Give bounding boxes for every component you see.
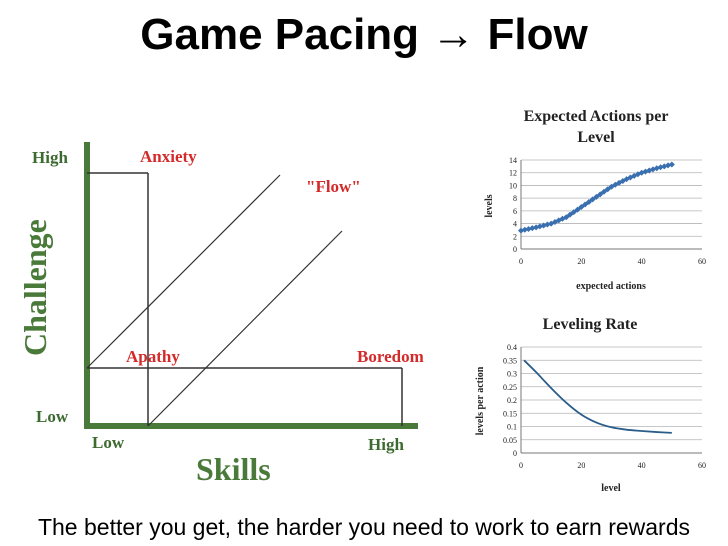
chart1-title-line1: Expected Actions per xyxy=(524,108,669,125)
chart1-data-point xyxy=(668,161,675,168)
chart1-data-point xyxy=(582,201,589,208)
chart2-ytick-label: 0 xyxy=(513,449,517,458)
flow-lower-boundary xyxy=(147,230,343,427)
x-low-label: Low xyxy=(92,433,125,452)
chart1-xtick-label: 0 xyxy=(519,257,523,266)
leveling-rate-chart: Leveling Rate level levels per action 00… xyxy=(475,316,706,494)
chart1-data-point xyxy=(563,214,570,221)
apathy-label: Apathy xyxy=(126,347,180,366)
chart2-ytick-label: 0.1 xyxy=(507,423,517,432)
chart2-ytick-label: 0.05 xyxy=(503,436,517,445)
chart2-ytick-label: 0.35 xyxy=(503,356,517,365)
chart1-ytick-label: 14 xyxy=(509,156,517,165)
y-high-label: High xyxy=(32,148,68,167)
expected-actions-chart: Expected Actions per Level expected acti… xyxy=(484,108,706,292)
chart2-title: Leveling Rate xyxy=(543,316,638,333)
chart2-series-line xyxy=(523,359,672,434)
chart2-xtick-label: 0 xyxy=(519,461,523,470)
x-high-label: High xyxy=(368,435,404,454)
chart2-ytick-label: 0.15 xyxy=(503,409,517,418)
chart2-ytick-label: 0.4 xyxy=(507,343,517,352)
chart1-ytick-label: 12 xyxy=(509,169,517,178)
boredom-label: Boredom xyxy=(357,347,424,366)
chart1-data-point xyxy=(597,191,604,198)
chart1-ytick-label: 10 xyxy=(509,181,517,190)
chart2-xtick-label: 40 xyxy=(638,461,646,470)
chart1-data-point xyxy=(600,188,607,195)
chart1-data-point xyxy=(593,193,600,200)
chart1-data-point xyxy=(570,209,577,216)
chart2-ytick-label: 0.25 xyxy=(503,383,517,392)
chart1-ytick-label: 6 xyxy=(513,207,517,216)
chart1-data-point xyxy=(574,206,581,213)
chart1-data-point xyxy=(604,186,611,193)
chart1-xlabel: expected actions xyxy=(576,281,646,292)
chart2-ylabel: levels per action xyxy=(475,366,486,435)
chart1-data-point xyxy=(578,204,585,211)
chart1-ytick-label: 0 xyxy=(513,245,517,254)
anxiety-label: Anxiety xyxy=(140,147,197,166)
chart1-ytick-label: 4 xyxy=(513,220,517,229)
flow-label: "Flow" xyxy=(306,177,361,196)
chart1-title-line2: Level xyxy=(577,129,615,146)
chart2-xtick-label: 20 xyxy=(577,461,585,470)
chart1-ytick-label: 2 xyxy=(513,232,517,241)
chart1-data-point xyxy=(585,198,592,205)
flow-upper-boundary xyxy=(86,174,281,369)
chart1-data-point xyxy=(589,196,596,203)
chart1-xtick-label: 20 xyxy=(577,257,585,266)
chart1-ytick-label: 8 xyxy=(513,194,517,203)
chart1-xtick-label: 60 xyxy=(698,257,706,266)
y-low-label: Low xyxy=(36,407,69,426)
chart2-xtick-label: 60 xyxy=(698,461,706,470)
x-axis-label: Skills xyxy=(196,451,271,487)
chart2-ytick-label: 0.2 xyxy=(507,396,517,405)
slide-caption: The better you get, the harder you need … xyxy=(37,514,691,540)
chart2-ytick-label: 0.3 xyxy=(507,370,517,379)
chart1-data-point xyxy=(567,211,574,218)
chart2-xlabel: level xyxy=(601,483,621,494)
y-axis-label: Challenge xyxy=(17,219,53,356)
slide-title: Game Pacing → Flow xyxy=(140,10,588,59)
chart1-ylabel: levels xyxy=(484,194,495,217)
chart1-xtick-label: 40 xyxy=(638,257,646,266)
